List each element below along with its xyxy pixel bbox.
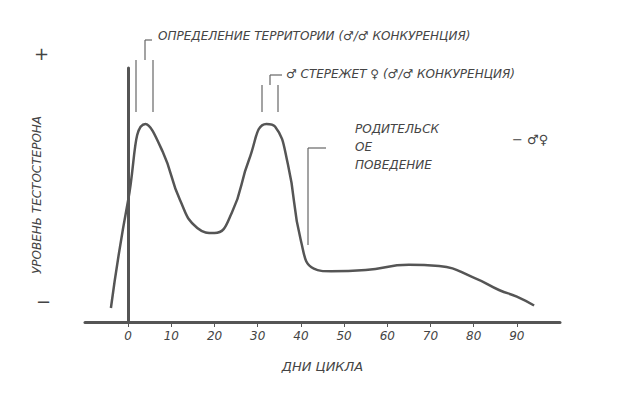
svg-text:70: 70: [423, 329, 439, 343]
svg-text:30: 30: [250, 329, 266, 343]
svg-text:ПОВЕДЕНИЕ: ПОВЕДЕНИЕ: [355, 158, 432, 172]
svg-text:УРОВЕНЬ ТЕСТОСТЕРОНА: УРОВЕНЬ ТЕСТОСТЕРОНА: [30, 116, 44, 274]
svg-text:РОДИТЕЛЬСК: РОДИТЕЛЬСК: [355, 122, 440, 136]
svg-text:ОЕ: ОЕ: [355, 140, 376, 154]
svg-text:♂ СТЕРЕЖЕТ ♀ (♂/♂ КОНКУРЕНЦИЯ): ♂ СТЕРЕЖЕТ ♀ (♂/♂ КОНКУРЕНЦИЯ): [286, 67, 515, 81]
svg-text:80: 80: [466, 329, 482, 343]
svg-text:0: 0: [124, 329, 132, 343]
svg-text:40: 40: [293, 329, 309, 343]
svg-text:ОПРЕДЕЛЕНИЕ ТЕРРИТОРИИ (♂/♂ КО: ОПРЕДЕЛЕНИЕ ТЕРРИТОРИИ (♂/♂ КОНКУРЕНЦИЯ): [158, 29, 470, 43]
svg-text:ДНИ ЦИКЛА: ДНИ ЦИКЛА: [281, 359, 364, 374]
svg-text:+: +: [34, 43, 49, 64]
svg-text:−: −: [36, 291, 51, 312]
svg-text:10: 10: [164, 329, 180, 343]
svg-text:60: 60: [380, 329, 396, 343]
svg-text:− ♂♀: − ♂♀: [512, 132, 548, 147]
svg-text:50: 50: [336, 329, 352, 343]
svg-text:90: 90: [509, 329, 525, 343]
svg-text:20: 20: [207, 329, 223, 343]
